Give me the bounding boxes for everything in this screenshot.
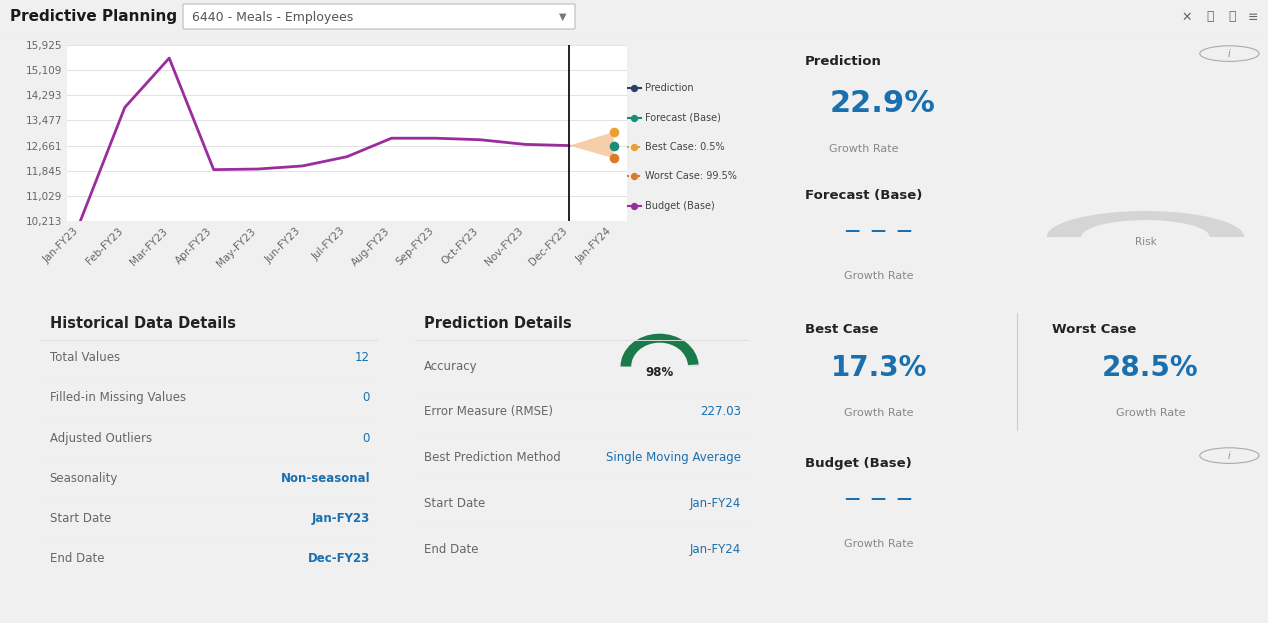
Text: Growth Rate: Growth Rate [1116,407,1186,417]
Text: Total Values: Total Values [49,351,119,364]
Text: Prediction Details: Prediction Details [424,316,572,331]
Wedge shape [620,334,699,366]
Text: Jan-FY23: Jan-FY23 [312,512,370,525]
Text: Predictive Planning: Predictive Planning [10,9,178,24]
Text: Adjusted Outliers: Adjusted Outliers [49,432,152,445]
Text: ▼: ▼ [558,12,566,22]
Text: Start Date: Start Date [424,497,484,510]
Text: 6440 - Meals - Employees: 6440 - Meals - Employees [191,11,354,24]
Text: Filled-in Missing Values: Filled-in Missing Values [49,391,186,404]
Text: 0: 0 [363,391,370,404]
Text: Jan-FY24: Jan-FY24 [690,543,742,556]
Text: ⧉: ⧉ [1229,11,1236,24]
Text: Non-seasonal: Non-seasonal [280,472,370,485]
Text: End Date: End Date [49,552,104,565]
Text: Single Moving Average: Single Moving Average [606,451,742,464]
Text: Growth Rate: Growth Rate [829,143,899,153]
Text: Growth Rate: Growth Rate [844,271,913,281]
Text: 28.5%: 28.5% [1102,354,1198,383]
Text: Worst Case: Worst Case [1051,323,1136,336]
Text: —  —  —: — — — [844,491,912,506]
Text: ≡: ≡ [1248,11,1258,24]
Text: Forecast (Base): Forecast (Base) [805,189,922,202]
Text: Seasonality: Seasonality [49,472,118,485]
Text: Risk: Risk [1135,237,1156,247]
Text: 12: 12 [355,351,370,364]
FancyBboxPatch shape [183,4,574,29]
Text: 0: 0 [363,432,370,445]
Text: Dec-FY23: Dec-FY23 [308,552,370,565]
Polygon shape [569,132,614,158]
Text: Jan-FY24: Jan-FY24 [690,497,742,510]
Text: Prediction: Prediction [805,55,881,68]
Text: i: i [1227,450,1231,460]
Text: 22.9%: 22.9% [829,88,936,118]
Text: Start Date: Start Date [49,512,110,525]
Text: Growth Rate: Growth Rate [844,407,913,417]
Text: Prediction: Prediction [645,83,694,93]
Point [624,113,644,123]
Text: 98%: 98% [645,366,673,379]
Wedge shape [1046,211,1244,237]
Text: Best Case: Best Case [805,323,877,336]
Point [624,171,644,181]
Text: Worst Case: 99.5%: Worst Case: 99.5% [645,171,737,181]
Text: Best Prediction Method: Best Prediction Method [424,451,560,464]
Text: Growth Rate: Growth Rate [844,539,913,549]
Text: 17.3%: 17.3% [831,354,927,383]
Text: Budget (Base): Budget (Base) [805,457,912,470]
Text: —  —  —: — — — [844,223,912,238]
Text: Accuracy: Accuracy [424,360,477,373]
Point [604,153,624,163]
Wedge shape [620,334,699,366]
Text: i: i [1227,49,1231,59]
Text: ⤢: ⤢ [1206,11,1213,24]
Text: ✕: ✕ [1182,11,1192,24]
Text: Forecast (Base): Forecast (Base) [645,113,721,123]
Point [624,142,644,152]
Text: Error Measure (RMSE): Error Measure (RMSE) [424,405,553,417]
Text: End Date: End Date [424,543,478,556]
Text: Budget (Base): Budget (Base) [645,201,715,211]
Point [604,141,624,151]
Text: 227.03: 227.03 [700,405,742,417]
Point [624,83,644,93]
Point [624,201,644,211]
Text: Best Case: 0.5%: Best Case: 0.5% [645,142,725,152]
Point [604,127,624,137]
Text: Historical Data Details: Historical Data Details [49,316,236,331]
